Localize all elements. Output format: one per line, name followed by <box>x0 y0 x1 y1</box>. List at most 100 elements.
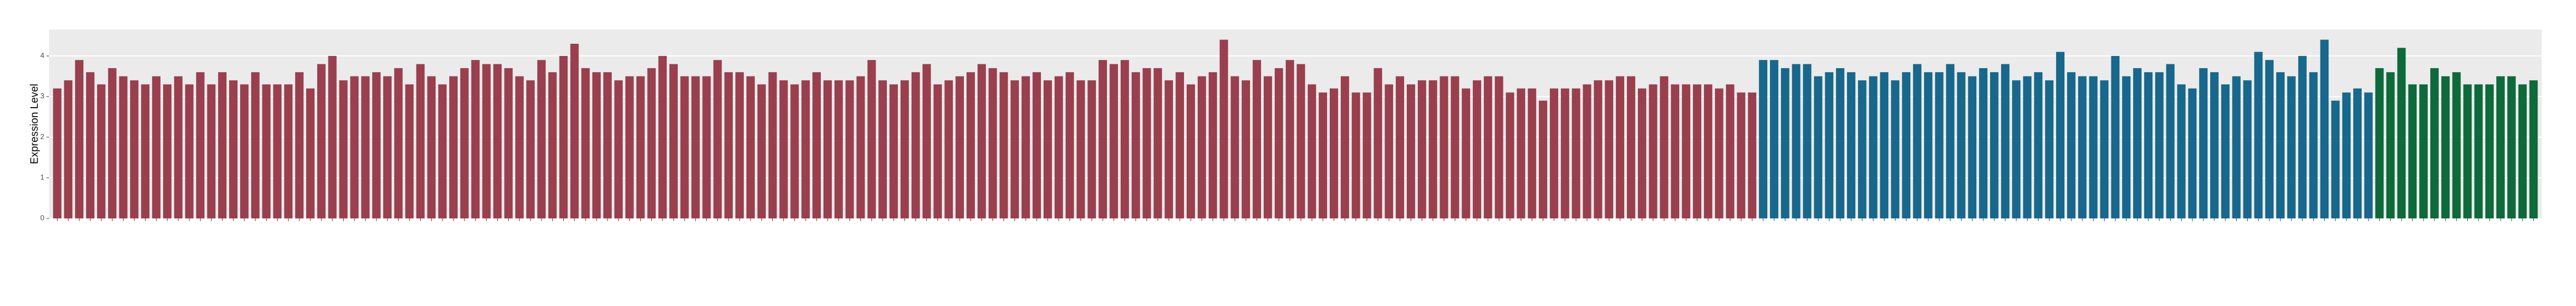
bar <box>1396 76 1404 218</box>
bar <box>1924 72 1933 218</box>
bar <box>1505 92 1514 218</box>
bar <box>1087 80 1096 218</box>
bar <box>933 84 942 218</box>
bar <box>1703 84 1712 218</box>
bar <box>251 72 260 218</box>
bar <box>614 80 623 218</box>
bar <box>504 68 513 219</box>
bar <box>1715 88 1723 218</box>
bar <box>647 68 656 219</box>
bar <box>1340 76 1349 218</box>
bar <box>1560 88 1569 218</box>
bar <box>2496 76 2505 218</box>
bar <box>1208 72 1217 218</box>
bar <box>1330 88 1338 218</box>
bar <box>1098 60 1107 218</box>
bar <box>1539 100 1548 218</box>
bar <box>955 76 964 218</box>
bar <box>691 76 700 218</box>
bar <box>1043 80 1052 218</box>
bar <box>460 68 469 219</box>
bar <box>2122 76 2131 218</box>
bar <box>1219 40 1228 218</box>
bar <box>625 76 634 218</box>
bar <box>1583 84 1592 218</box>
bar <box>97 84 106 218</box>
bar <box>185 84 194 218</box>
bar <box>339 80 348 218</box>
bar <box>2089 76 2098 218</box>
bar <box>1846 72 1855 218</box>
bar <box>746 76 755 218</box>
bar <box>2474 84 2483 218</box>
bar <box>2276 72 2285 218</box>
bar <box>1374 68 1382 219</box>
bar <box>1770 60 1778 218</box>
bar <box>2133 68 2142 219</box>
bar <box>1176 72 1185 218</box>
bar <box>2034 72 2043 218</box>
bar <box>196 72 205 218</box>
bar <box>1825 72 1834 218</box>
bar <box>1990 72 1999 218</box>
bar <box>1494 76 1503 218</box>
bar <box>317 64 326 218</box>
bar <box>658 56 667 219</box>
bar <box>1792 64 1801 218</box>
bar <box>1351 92 1360 218</box>
bar <box>779 80 788 218</box>
bar <box>1594 80 1603 218</box>
bar <box>1682 84 1691 218</box>
bar <box>1319 92 1328 218</box>
bar <box>141 84 150 218</box>
bar <box>405 84 414 218</box>
bar <box>1164 80 1173 218</box>
bar <box>1891 80 1900 218</box>
bar <box>999 72 1008 218</box>
bar <box>1153 68 1162 219</box>
bar <box>1473 80 1481 218</box>
bar <box>1285 60 1294 218</box>
bar <box>1253 60 1261 218</box>
bar <box>163 84 172 218</box>
bar <box>1054 76 1063 218</box>
bar <box>1616 76 1624 218</box>
bar <box>2232 76 2241 218</box>
bar <box>1605 80 1614 218</box>
bar <box>801 80 810 218</box>
bar <box>1858 80 1867 218</box>
bar <box>218 72 227 218</box>
bar <box>1120 60 1129 218</box>
y-tick-label: 4 <box>40 51 44 60</box>
bar <box>350 76 359 218</box>
bar <box>1660 76 1669 218</box>
bar <box>1142 68 1151 219</box>
bar <box>361 76 370 218</box>
bar <box>1308 84 1317 218</box>
bar <box>724 72 733 218</box>
bar <box>2199 68 2208 219</box>
bar <box>2342 92 2351 218</box>
bar <box>1362 92 1371 218</box>
bar <box>1263 76 1272 218</box>
bar <box>1076 80 1085 218</box>
bar <box>1110 64 1118 218</box>
bar <box>988 68 997 219</box>
bar <box>2353 88 2362 218</box>
bar <box>911 72 920 218</box>
bar <box>2012 80 2021 218</box>
bar <box>1197 76 1206 218</box>
bar <box>2463 84 2472 218</box>
bar <box>1033 72 1041 218</box>
bar <box>2067 72 2076 218</box>
bar <box>669 64 678 218</box>
bar <box>1274 68 1283 219</box>
bar <box>119 76 128 218</box>
bar <box>878 80 887 218</box>
bar <box>240 84 249 218</box>
bar <box>1065 72 1074 218</box>
bar <box>1935 72 1944 218</box>
bar <box>1406 84 1415 218</box>
bar <box>1671 84 1680 218</box>
bar <box>537 60 546 218</box>
